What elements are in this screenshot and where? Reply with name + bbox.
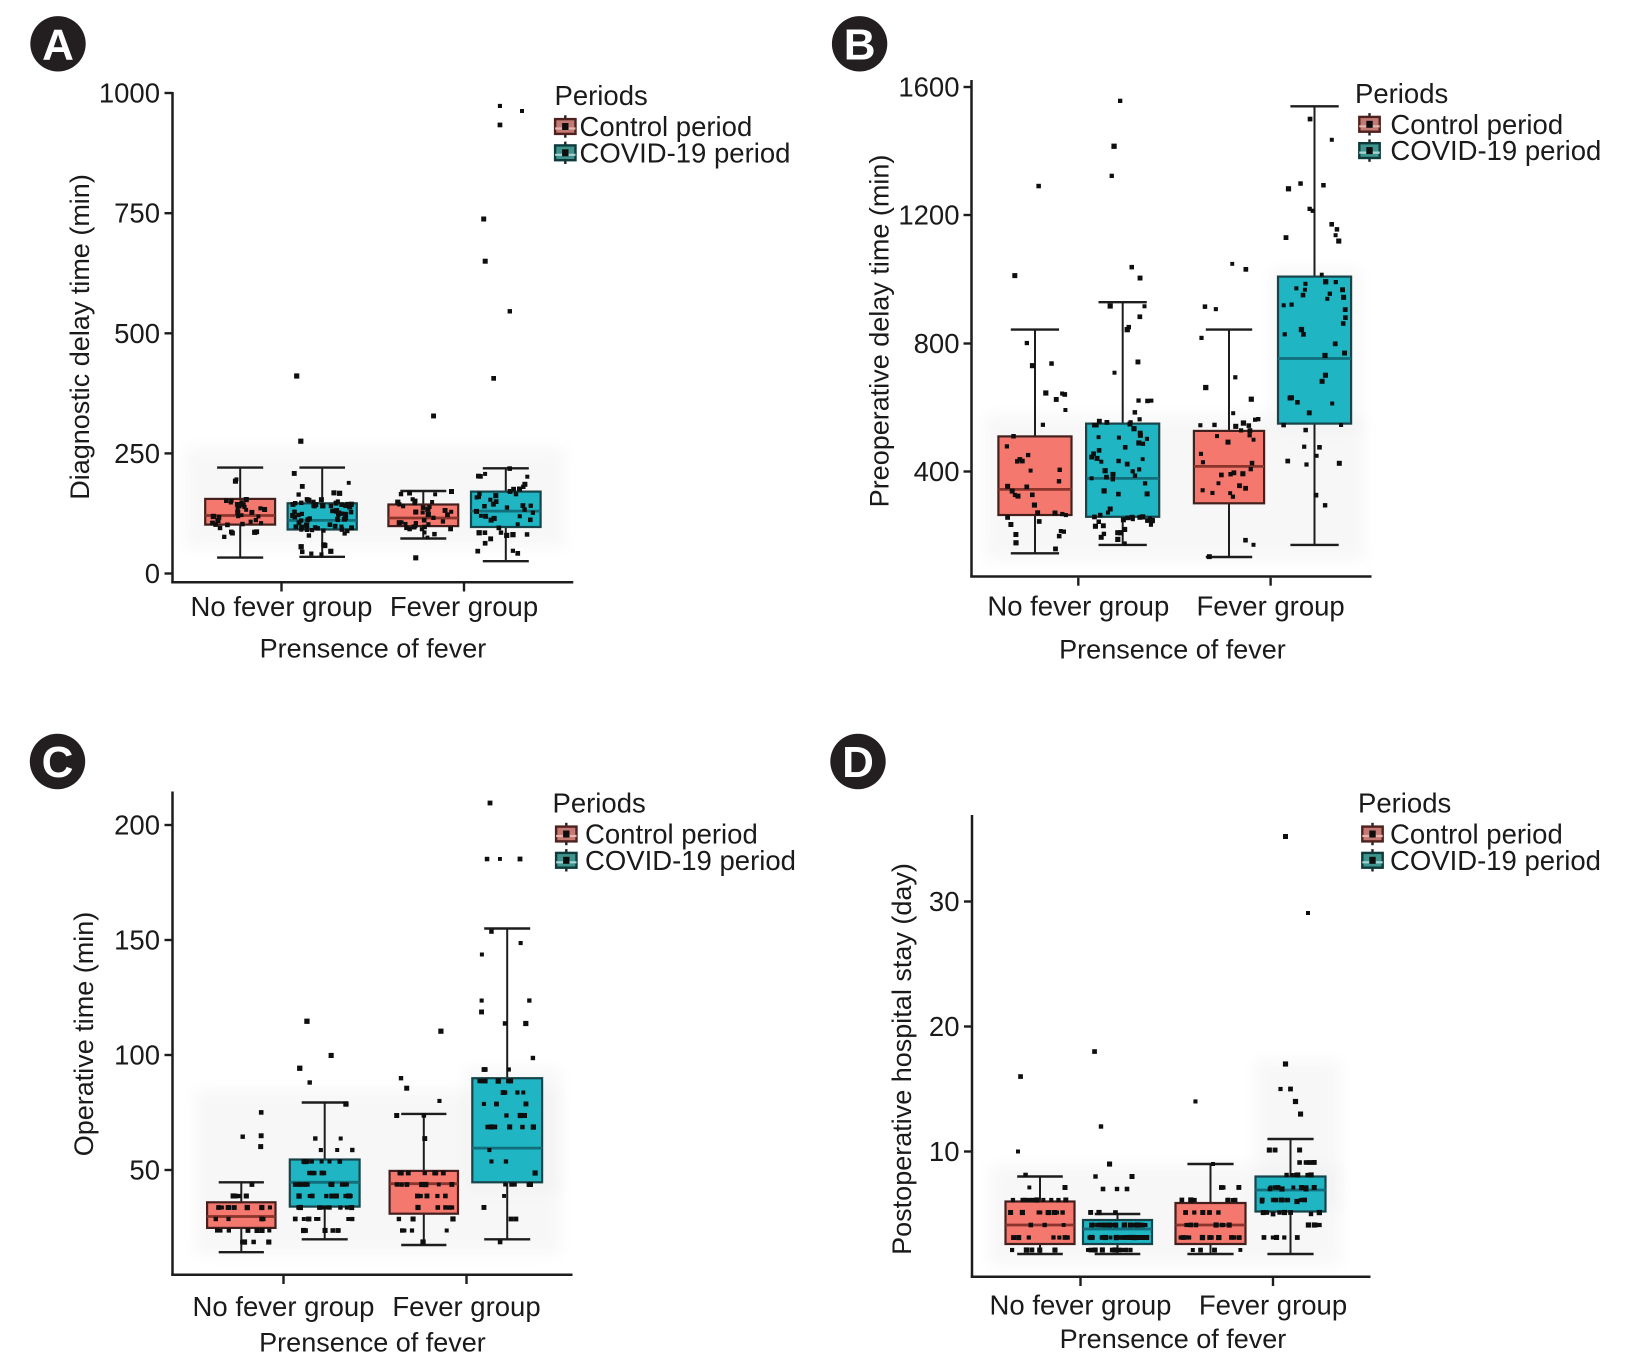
- svg-text:250: 250: [114, 438, 160, 469]
- svg-text:400: 400: [914, 456, 960, 487]
- svg-text:Prensence of fever: Prensence of fever: [260, 634, 487, 664]
- svg-text:Postoperative hospital stay (d: Postoperative hospital stay (day): [887, 863, 917, 1255]
- svg-text:C: C: [42, 738, 74, 787]
- svg-text:1600: 1600: [898, 72, 959, 103]
- svg-text:COVID-19 period: COVID-19 period: [580, 137, 791, 168]
- svg-text:B: B: [844, 20, 876, 69]
- svg-text:200: 200: [114, 810, 160, 841]
- svg-text:150: 150: [114, 925, 160, 956]
- svg-text:No fever group: No fever group: [987, 591, 1169, 622]
- svg-text:COVID-19 period: COVID-19 period: [585, 845, 796, 876]
- svg-text:No fever group: No fever group: [191, 591, 373, 622]
- svg-text:0: 0: [145, 558, 160, 589]
- svg-text:Fever group: Fever group: [1196, 591, 1344, 622]
- svg-text:Prensence of fever: Prensence of fever: [259, 1328, 486, 1358]
- svg-text:Diagnostic delay time (min): Diagnostic delay time (min): [65, 174, 95, 500]
- svg-text:20: 20: [929, 1011, 960, 1042]
- svg-text:COVID-19 period: COVID-19 period: [1390, 135, 1601, 166]
- svg-text:No fever group: No fever group: [990, 1290, 1172, 1321]
- svg-text:Periods: Periods: [1355, 78, 1448, 109]
- svg-text:50: 50: [129, 1155, 160, 1186]
- svg-text:800: 800: [914, 328, 960, 359]
- svg-text:Operative time (min): Operative time (min): [69, 912, 99, 1157]
- svg-text:COVID-19 period: COVID-19 period: [1390, 845, 1601, 876]
- svg-text:Prensence of fever: Prensence of fever: [1059, 635, 1286, 665]
- svg-text:Periods: Periods: [1358, 788, 1451, 819]
- svg-text:750: 750: [114, 198, 160, 229]
- svg-text:Fever group: Fever group: [1199, 1290, 1347, 1321]
- svg-text:D: D: [842, 738, 874, 787]
- svg-text:Control period: Control period: [585, 819, 758, 850]
- svg-text:100: 100: [114, 1040, 160, 1071]
- svg-text:1000: 1000: [99, 78, 160, 109]
- svg-text:A: A: [42, 20, 74, 69]
- svg-text:10: 10: [929, 1136, 960, 1167]
- svg-text:Preoperative delay time (min): Preoperative delay time (min): [865, 155, 895, 508]
- svg-text:1200: 1200: [898, 200, 959, 231]
- svg-text:500: 500: [114, 318, 160, 349]
- svg-text:No fever group: No fever group: [193, 1291, 375, 1322]
- svg-text:Control period: Control period: [580, 111, 753, 142]
- svg-text:Fever group: Fever group: [392, 1291, 540, 1322]
- svg-text:Prensence of fever: Prensence of fever: [1060, 1324, 1287, 1354]
- svg-text:30: 30: [929, 886, 960, 917]
- svg-text:Fever group: Fever group: [390, 591, 538, 622]
- svg-text:Periods: Periods: [553, 788, 646, 819]
- svg-text:Control period: Control period: [1390, 819, 1563, 850]
- svg-text:Control period: Control period: [1390, 109, 1563, 140]
- svg-text:Periods: Periods: [555, 80, 648, 111]
